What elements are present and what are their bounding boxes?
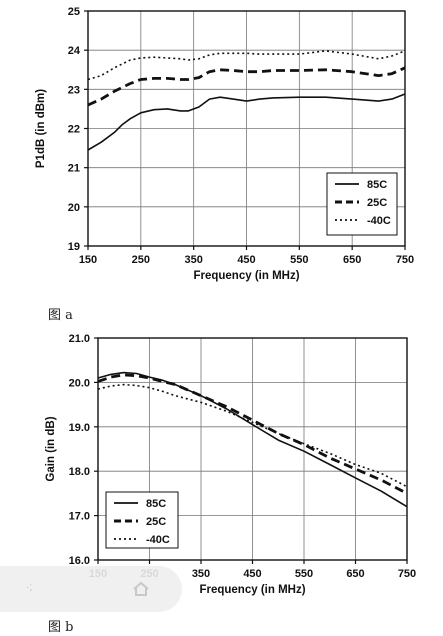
x-tick-label: 450 <box>243 568 261 580</box>
legend-label: 85C <box>146 498 166 510</box>
x-tick-label: 550 <box>295 568 313 580</box>
x-tick-label: 150 <box>79 254 97 266</box>
x-axis-label: Frequency (in MHz) <box>193 270 299 282</box>
y-tick-label: 20.0 <box>69 377 90 389</box>
y-tick-label: 17.0 <box>69 511 90 523</box>
chart-a: 150 250 350 450 550 650 750 19 20 21 22 23 24 25 Frequ… <box>35 6 414 282</box>
legend-label: -40C <box>367 215 391 227</box>
x-axis-label: Frequency (in MHz) <box>199 584 305 596</box>
x-tick-label: 550 <box>290 254 308 266</box>
floating-toolbar[interactable] <box>0 566 182 612</box>
y-axis-label: P1dB (in dBm) <box>35 89 47 168</box>
series-line-85C-0 <box>97 371 408 508</box>
y-tick-label: 23 <box>68 84 80 96</box>
x-tick-label: 650 <box>346 568 364 580</box>
series-line-25C-1 <box>87 66 406 107</box>
x-tick-label: 350 <box>192 568 210 580</box>
toolbar-glyph: ·; <box>26 582 33 593</box>
series-line-25C-1 <box>97 373 408 495</box>
legend-label: 85C <box>367 179 387 191</box>
x-tick-label: 250 <box>132 254 150 266</box>
y-axis-label: Gain (in dB) <box>45 416 57 481</box>
home-icon[interactable] <box>132 580 150 598</box>
y-tick-label: 19 <box>68 241 80 253</box>
x-tick-label: 450 <box>237 254 255 266</box>
y-tick-label: 21.0 <box>69 333 90 345</box>
x-tick-label: 350 <box>184 254 202 266</box>
y-tick-label: 18.0 <box>69 466 90 478</box>
x-tick-label: 750 <box>398 568 416 580</box>
x-tick-label: 750 <box>396 254 414 266</box>
legend-label: 25C <box>146 516 166 528</box>
caption-b: 图 b <box>48 620 74 635</box>
y-tick-label: 21 <box>68 163 80 175</box>
y-tick-label: 20 <box>68 202 80 214</box>
legend-label: 25C <box>367 197 387 209</box>
y-tick-label: 25 <box>68 6 80 18</box>
chart-b: 15025035045055065075016.017.018.019.020.… <box>45 333 416 596</box>
caption-a: 图 a <box>48 308 73 323</box>
legend-label: -40C <box>146 534 170 546</box>
y-tick-label: 19.0 <box>69 422 90 434</box>
y-tick-label: 16.0 <box>69 555 90 567</box>
x-tick-label: 650 <box>343 254 361 266</box>
y-tick-label: 24 <box>68 45 81 57</box>
y-tick-label: 22 <box>68 124 80 136</box>
series-line-85C-0 <box>87 93 406 151</box>
